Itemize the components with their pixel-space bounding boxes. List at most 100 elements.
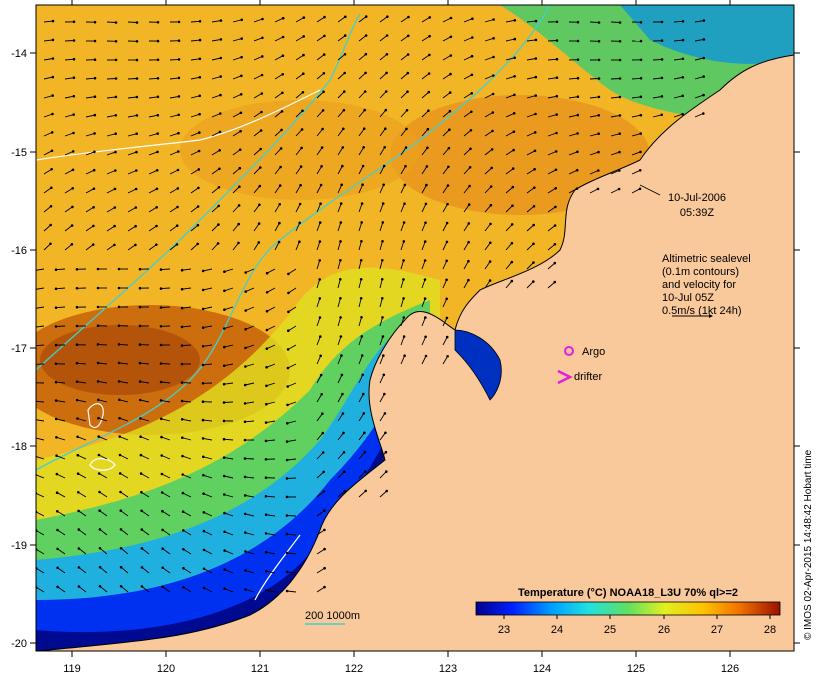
velocity-arrowhead-icon xyxy=(182,566,185,570)
velocity-arrowhead-icon xyxy=(363,108,367,112)
x-tick: 120 xyxy=(157,0,175,675)
velocity-arrow-icon xyxy=(43,150,53,156)
velocity-arrow-icon xyxy=(547,187,556,194)
velocity-arrowhead-icon xyxy=(93,150,96,154)
velocity-arrow-icon xyxy=(43,58,53,61)
velocity-arrowhead-icon xyxy=(97,435,100,438)
velocity-arrowhead-icon xyxy=(76,472,80,476)
velocity-arrow-icon xyxy=(266,287,276,293)
velocity-arrowhead-icon xyxy=(223,270,226,274)
velocity-arrowhead-icon xyxy=(134,224,137,228)
sealevel-contour-loop xyxy=(89,458,116,471)
velocity-arrow-icon xyxy=(421,110,429,118)
velocity-arrow-icon xyxy=(190,243,199,251)
velocity-arrow-icon xyxy=(316,336,321,346)
velocity-arrow-icon xyxy=(568,96,578,99)
velocity-arrow-icon xyxy=(358,393,364,403)
velocity-arrowhead-icon xyxy=(363,450,367,454)
velocity-arrow-icon xyxy=(631,169,641,175)
velocity-arrowhead-icon xyxy=(98,547,102,550)
velocity-arrowhead-icon xyxy=(639,39,643,43)
velocity-arrow-icon xyxy=(232,93,242,99)
velocity-arrow-icon xyxy=(589,21,600,23)
velocity-arrow-icon xyxy=(484,56,494,61)
velocity-arrowhead-icon xyxy=(181,454,184,458)
velocity-arrowhead-icon xyxy=(159,287,163,290)
velocity-arrowhead-icon xyxy=(285,589,289,593)
velocity-arrow-icon xyxy=(421,73,430,80)
velocity-arrowhead-icon xyxy=(618,95,622,99)
velocity-arrow-icon xyxy=(400,72,409,80)
velocity-arrowhead-icon xyxy=(180,399,184,403)
velocity-arrowhead-icon xyxy=(159,325,163,328)
velocity-arrow-icon xyxy=(526,95,536,99)
velocity-arrowhead-icon xyxy=(319,183,323,187)
velocity-arrowhead-icon xyxy=(217,204,220,208)
velocity-arrow-icon xyxy=(547,95,557,99)
velocity-arrowhead-icon xyxy=(702,19,706,22)
velocity-arrowhead-icon xyxy=(243,512,247,516)
velocity-arrowhead-icon xyxy=(97,416,100,420)
velocity-arrow-icon xyxy=(673,39,684,42)
velocity-arrowhead-icon xyxy=(244,290,247,293)
velocity-arrow-icon xyxy=(463,74,473,80)
velocity-arrow-icon xyxy=(64,58,75,61)
velocity-arrow-icon xyxy=(244,420,255,423)
velocity-arrow-icon xyxy=(400,54,409,61)
velocity-arrow-icon xyxy=(287,420,297,424)
colorbar-tick: 28 xyxy=(764,615,776,636)
velocity-arrow-icon xyxy=(120,566,129,574)
velocity-arrow-icon xyxy=(379,413,386,422)
velocity-arrow-icon xyxy=(505,131,515,137)
velocity-arrow-icon xyxy=(211,76,221,80)
velocity-arrowhead-icon xyxy=(576,58,580,61)
velocity-arrowhead-icon xyxy=(97,453,101,457)
y-tick: -19 xyxy=(11,540,800,552)
velocity-arrowhead-icon xyxy=(159,268,163,271)
velocity-arrow-icon xyxy=(119,454,129,460)
velocity-arrow-icon xyxy=(337,490,346,498)
velocity-arrow-icon xyxy=(99,547,108,555)
velocity-arrowhead-icon xyxy=(423,259,427,262)
velocity-arrow-icon xyxy=(85,132,95,137)
velocity-arrowhead-icon xyxy=(182,547,185,551)
velocity-arrowhead-icon xyxy=(424,221,427,224)
velocity-arrowhead-icon xyxy=(323,509,326,512)
velocity-arrow-icon xyxy=(287,439,297,443)
velocity-arrowhead-icon xyxy=(467,240,470,244)
velocity-arrowhead-icon xyxy=(702,56,706,60)
velocity-arrow-icon xyxy=(421,222,426,232)
velocity-arrowhead-icon xyxy=(55,472,59,476)
velocity-arrow-icon xyxy=(287,401,297,406)
velocity-arrowhead-icon xyxy=(384,90,388,93)
velocity-arrowhead-icon xyxy=(445,259,449,263)
velocity-arrowhead-icon xyxy=(201,269,205,273)
velocity-arrowhead-icon xyxy=(243,457,247,460)
velocity-arrow-icon xyxy=(295,91,304,99)
velocity-arrow-icon xyxy=(442,298,448,308)
velocity-arrow-icon xyxy=(77,473,87,479)
velocity-arrowhead-icon xyxy=(76,417,79,420)
velocity-arrowhead-icon xyxy=(510,241,514,245)
velocity-arrow-icon xyxy=(64,40,75,42)
sealevel-contour-loop xyxy=(87,403,104,429)
velocity-arrowhead-icon xyxy=(56,547,59,551)
velocity-arrow-icon xyxy=(288,306,297,313)
velocity-arrow-icon xyxy=(36,530,45,536)
velocity-arrowhead-icon xyxy=(92,224,95,228)
velocity-arrowhead-icon xyxy=(449,72,452,76)
velocity-arrowhead-icon xyxy=(364,52,368,56)
velocity-arrow-icon xyxy=(379,53,388,61)
velocity-arrowhead-icon xyxy=(597,40,601,43)
velocity-arrowhead-icon xyxy=(140,585,144,588)
velocity-arrow-icon xyxy=(106,78,117,80)
velocity-arrowhead-icon xyxy=(323,34,326,38)
velocity-arrowhead-icon xyxy=(286,385,290,388)
velocity-arrow-icon xyxy=(400,241,405,251)
velocity-arrowhead-icon xyxy=(180,268,184,272)
velocity-arrow-icon xyxy=(169,58,180,61)
velocity-arrow-icon xyxy=(120,547,129,555)
velocity-arrowhead-icon xyxy=(341,164,344,168)
velocity-arrow-icon xyxy=(253,93,263,99)
velocity-arrow-icon xyxy=(463,92,472,99)
